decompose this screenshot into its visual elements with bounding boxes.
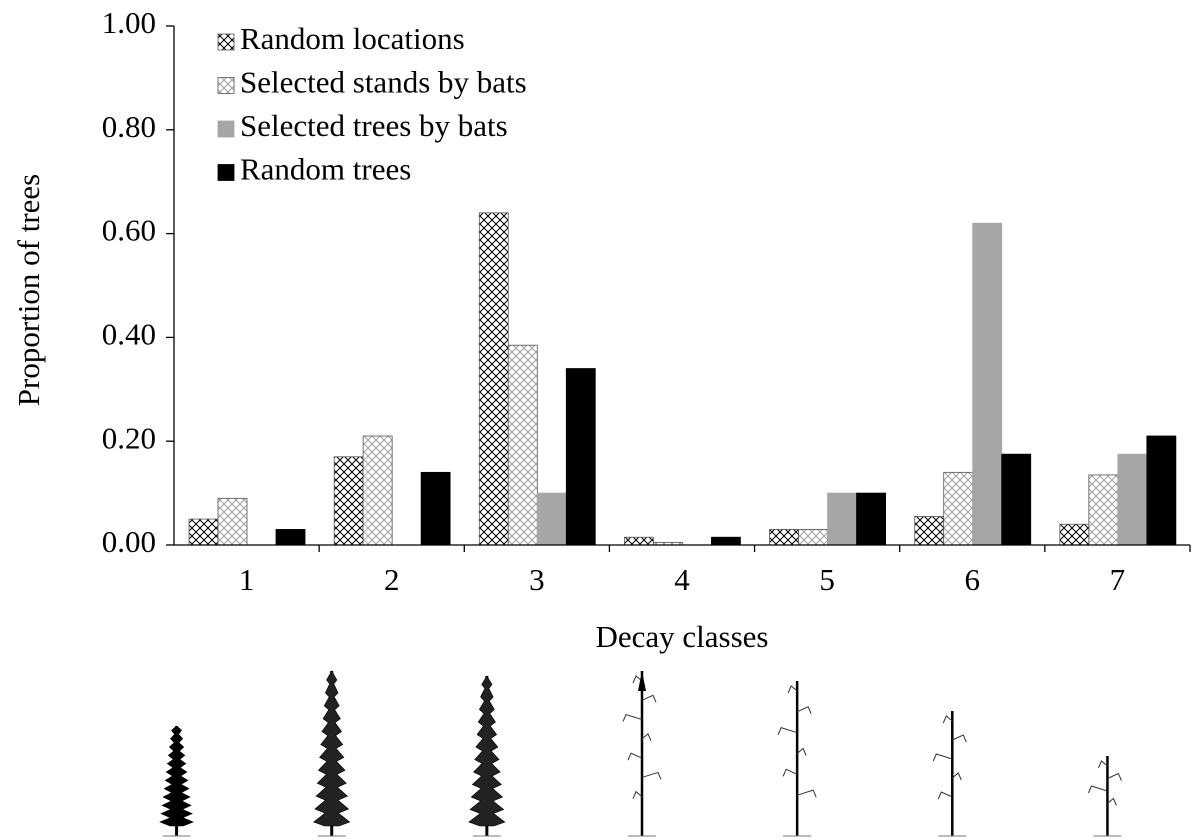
bar <box>915 516 944 545</box>
tree-branch <box>1088 786 1107 793</box>
tree-branch <box>943 716 952 723</box>
tree-branch <box>628 753 642 760</box>
x-tick-label: 6 <box>965 562 981 597</box>
bar <box>363 436 392 545</box>
tree-crown <box>160 726 193 826</box>
bar <box>1002 454 1031 545</box>
tree-illustration <box>933 711 966 836</box>
tree-crown <box>469 676 505 826</box>
chart: Proportion of trees Decay classes 0.00 0.… <box>0 0 1194 840</box>
bar <box>276 529 305 545</box>
x-tick-label: 1 <box>239 562 255 597</box>
tree-branch <box>933 754 952 761</box>
tree-branch <box>642 772 661 779</box>
legend-swatch <box>218 34 234 50</box>
bar <box>479 213 508 545</box>
y-tick-label: 0.40 <box>102 317 156 352</box>
tree-branch <box>797 790 816 797</box>
tree-branch <box>642 734 651 741</box>
tree-branch <box>623 715 642 722</box>
x-tick-label: 4 <box>674 562 690 597</box>
tree-branch <box>788 686 797 693</box>
tree-illustration <box>1088 756 1121 836</box>
bar <box>1147 436 1176 545</box>
tree-branch <box>633 792 642 799</box>
legend-swatch <box>218 121 234 137</box>
tree-branch <box>938 792 952 799</box>
bar <box>711 537 740 545</box>
bar <box>1060 524 1089 545</box>
bar <box>944 472 973 545</box>
bar <box>334 457 363 545</box>
tree-illustration <box>469 676 505 836</box>
legend-label: Random locations <box>240 21 465 56</box>
bar <box>537 493 566 545</box>
tree-illustration <box>623 671 661 836</box>
y-tick-label: 0.60 <box>102 213 156 248</box>
tree-illustration <box>160 726 193 836</box>
tree-branch <box>952 773 961 780</box>
tree-illustration <box>778 681 816 836</box>
x-tick-label: 7 <box>1110 562 1126 597</box>
bar <box>770 529 799 545</box>
tree-branch <box>783 769 797 776</box>
bar <box>566 369 595 545</box>
bar <box>421 472 450 545</box>
bar <box>799 529 828 545</box>
bar <box>1118 454 1147 545</box>
tree-branch <box>642 695 656 702</box>
tree-branch <box>797 707 811 714</box>
bar <box>508 345 537 545</box>
y-tick-label: 0.80 <box>102 109 156 144</box>
bar <box>624 537 653 545</box>
y-tick-label: 0.00 <box>102 524 156 559</box>
tree-crown <box>314 671 350 826</box>
legend-label: Selected trees by bats <box>240 108 508 143</box>
y-axis-label: Proportion of trees <box>11 174 46 406</box>
bar <box>828 493 857 545</box>
bar <box>973 223 1002 545</box>
tree-branch <box>797 749 806 756</box>
tree-branch <box>1107 774 1121 781</box>
x-axis-label: Decay classes <box>596 619 769 654</box>
x-tick-label: 5 <box>819 562 835 597</box>
tree-branch <box>952 735 966 742</box>
legend-swatch <box>218 78 234 94</box>
bar <box>189 519 218 545</box>
legend-swatch <box>218 165 234 181</box>
x-tick-label: 2 <box>384 562 400 597</box>
y-tick-label: 1.00 <box>102 5 156 40</box>
bar <box>218 498 247 545</box>
bar <box>1089 475 1118 545</box>
legend-label: Selected stands by bats <box>240 65 527 100</box>
tree-illustration <box>314 671 350 836</box>
legend-label: Random trees <box>240 152 411 187</box>
tree-tip <box>638 671 646 691</box>
y-tick-label: 0.20 <box>102 420 156 455</box>
bar <box>857 493 886 545</box>
x-tick-label: 3 <box>529 562 545 597</box>
tree-branch <box>778 728 797 735</box>
tree-branch <box>1107 799 1116 806</box>
tree-branch <box>1098 761 1107 768</box>
